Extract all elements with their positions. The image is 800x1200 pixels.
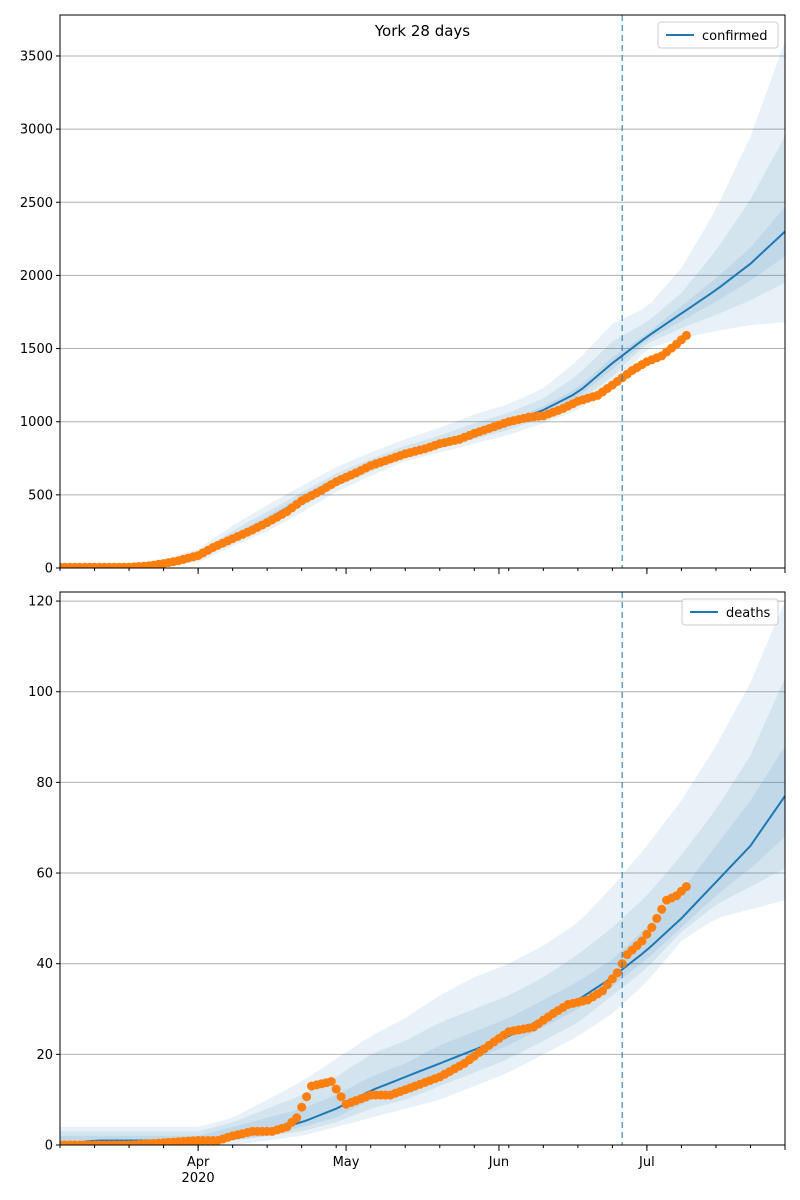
- y-tick-label: 2000: [20, 269, 53, 284]
- y-tick-label: 500: [28, 488, 53, 503]
- observed-point: [598, 986, 607, 996]
- observed-point: [652, 913, 662, 923]
- x-tick-label: Apr: [187, 1155, 210, 1170]
- x-tick-sublabel: 2020: [182, 1171, 215, 1186]
- observed-point: [292, 1113, 302, 1123]
- chart-title: York 28 days: [374, 22, 470, 40]
- y-tick-label: 2500: [20, 196, 53, 211]
- uncertainty-band: [60, 601, 785, 1145]
- y-tick-label: 1500: [20, 342, 53, 357]
- observed-point: [302, 1092, 312, 1102]
- y-tick-label: 3500: [20, 49, 53, 64]
- legend-box: [681, 598, 779, 626]
- y-tick-label: 20: [36, 1048, 53, 1063]
- legend-label: deaths: [726, 606, 771, 621]
- observed-point: [681, 330, 691, 340]
- observed-point: [637, 936, 647, 946]
- observed-point: [602, 980, 612, 990]
- y-tick-label: 120: [28, 595, 53, 610]
- y-tick-label: 3000: [20, 123, 53, 138]
- observed-point: [607, 974, 617, 984]
- observed-point: [331, 1084, 341, 1094]
- y-tick-label: 0: [45, 562, 53, 577]
- axes-frame: [59, 591, 786, 1146]
- observed-point: [297, 1102, 307, 1112]
- y-tick-label: 0: [45, 1139, 53, 1154]
- x-tick-label: Jul: [638, 1155, 655, 1170]
- legend: deaths: [681, 598, 779, 626]
- y-tick-label: 1000: [20, 415, 53, 430]
- observed-point: [642, 929, 652, 939]
- y-tick-label: 100: [28, 685, 53, 700]
- plot-area: [60, 41, 785, 568]
- observed-point: [326, 1077, 336, 1086]
- y-tick-label: 80: [36, 776, 53, 791]
- legend-box: [657, 21, 779, 49]
- legend: confirmed: [657, 21, 779, 49]
- y-tick-label: 60: [36, 867, 53, 882]
- axes-frame: [59, 14, 786, 569]
- uncertainty-band: [60, 678, 785, 1145]
- observed-point: [647, 922, 657, 932]
- observed-point: [681, 882, 691, 892]
- plot-area: [60, 601, 785, 1145]
- observed-point: [336, 1092, 346, 1102]
- x-tick-label: May: [333, 1155, 360, 1170]
- confirmed-panel: 0 500 1000 1500 2000 2500 3000 3500 York 28 days…: [20, 14, 786, 577]
- x-tick-label: Jun: [488, 1155, 509, 1170]
- observed-point: [612, 968, 622, 978]
- legend-label: confirmed: [702, 29, 768, 44]
- observed-point: [657, 904, 667, 914]
- y-tick-label: 40: [36, 957, 53, 972]
